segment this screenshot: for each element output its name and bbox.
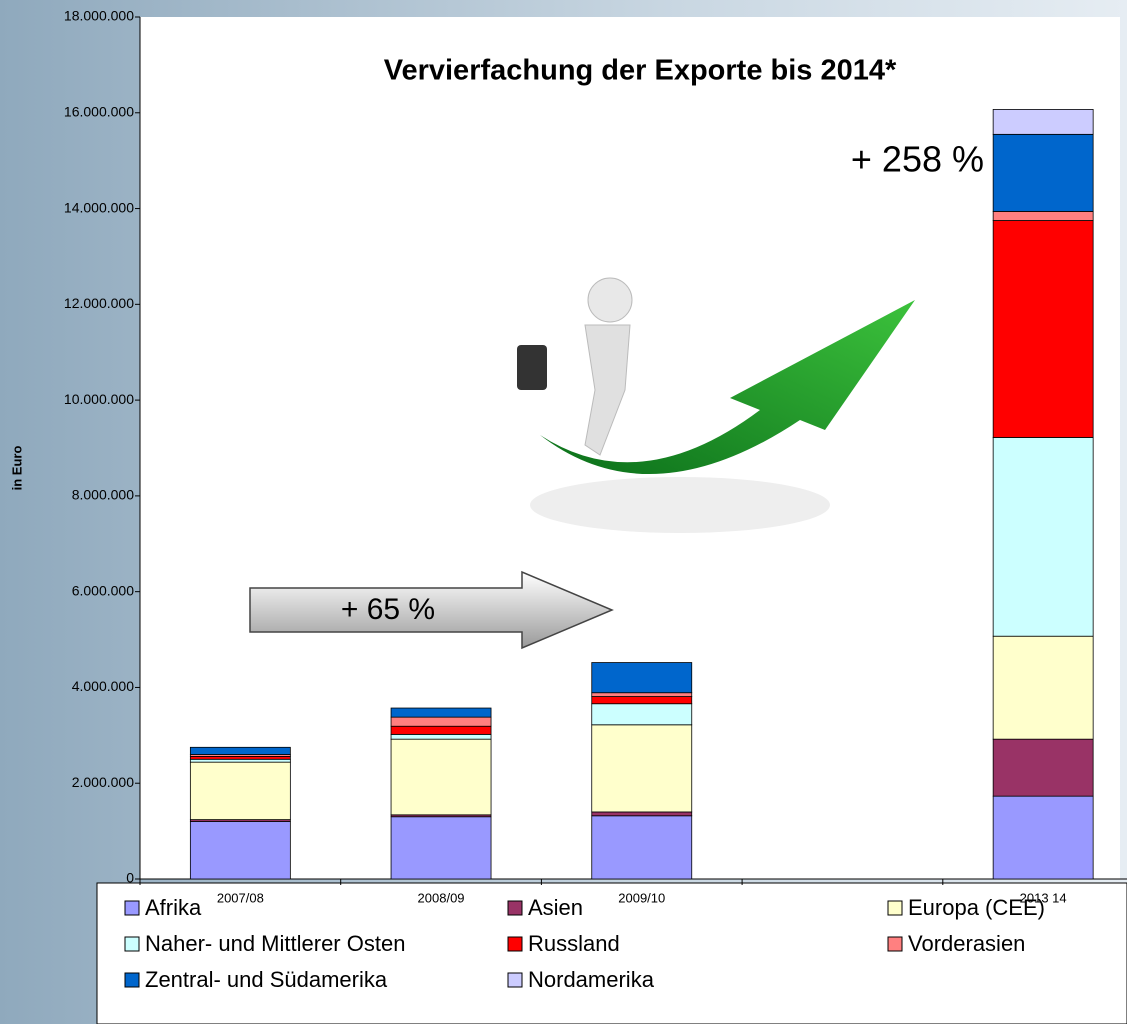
chart-title: Vervierfachung der Exporte bis 2014* bbox=[384, 55, 897, 87]
annotation: + 65 % bbox=[341, 593, 435, 626]
legend-label: Europa (CEE) bbox=[908, 895, 1045, 920]
legend-swatch bbox=[124, 936, 140, 952]
bar-segment bbox=[390, 716, 492, 727]
y-tick-label: 18.000.000 bbox=[64, 8, 134, 24]
legend-label: Afrika bbox=[145, 895, 202, 920]
bar-segment bbox=[189, 821, 291, 880]
y-tick-label: 8.000.000 bbox=[72, 487, 134, 503]
briefcase bbox=[517, 345, 547, 390]
growth-arrow bbox=[249, 570, 614, 650]
y-tick-label: 12.000.000 bbox=[64, 295, 134, 311]
bar-segment bbox=[591, 662, 693, 694]
y-tick-label: 4.000.000 bbox=[72, 678, 134, 694]
bar-segment bbox=[189, 761, 291, 821]
legend-swatch bbox=[507, 900, 523, 916]
bar-segment bbox=[390, 738, 492, 816]
legend-swatch bbox=[507, 972, 523, 988]
bar-segment bbox=[992, 437, 1094, 637]
y-tick-label: 6.000.000 bbox=[72, 582, 134, 598]
y-tick-label: 14.000.000 bbox=[64, 199, 134, 215]
legend-swatch bbox=[887, 936, 903, 952]
bar-segment bbox=[992, 211, 1094, 221]
bar-segment bbox=[992, 133, 1094, 212]
y-tick-label: 2.000.000 bbox=[72, 774, 134, 790]
x-tick-label: 2009/10 bbox=[618, 890, 665, 905]
legend-label: Russland bbox=[528, 931, 620, 956]
bar-segment bbox=[390, 725, 492, 735]
bar-segment bbox=[992, 738, 1094, 797]
legend-swatch bbox=[124, 900, 140, 916]
bar-segment bbox=[992, 795, 1094, 880]
bar-segment bbox=[189, 746, 291, 755]
legend-label: Vorderasien bbox=[908, 931, 1025, 956]
bar-segment bbox=[390, 707, 492, 718]
shadow bbox=[530, 477, 830, 533]
legend-label: Naher- und Mittlerer Osten bbox=[145, 931, 405, 956]
y-tick-label: 10.000.000 bbox=[64, 391, 134, 407]
bar-segment bbox=[189, 758, 291, 763]
bar-segment bbox=[189, 756, 291, 760]
bar-segment bbox=[992, 109, 1094, 135]
bar-segment bbox=[591, 724, 693, 813]
x-tick-label: 2013 14 bbox=[1020, 890, 1067, 905]
bar-segment bbox=[591, 692, 693, 697]
legend-label: Asien bbox=[528, 895, 583, 920]
legend-swatch bbox=[507, 936, 523, 952]
bar-segment bbox=[390, 733, 492, 740]
annotation: + 258 % bbox=[851, 139, 984, 180]
bar-segment bbox=[992, 220, 1094, 438]
x-tick-label: 2008/09 bbox=[418, 890, 465, 905]
legend bbox=[96, 882, 1127, 1024]
bar-segment bbox=[591, 815, 693, 880]
legend-label: Nordamerika bbox=[528, 967, 655, 992]
figure-head bbox=[587, 277, 633, 323]
bar-segment bbox=[591, 696, 693, 705]
y-tick-label: 16.000.000 bbox=[64, 103, 134, 119]
bar-segment bbox=[992, 635, 1094, 740]
legend-swatch bbox=[887, 900, 903, 916]
x-tick-label: 2007/08 bbox=[217, 890, 264, 905]
y-tick-label: 0 bbox=[126, 870, 134, 886]
y-axis-label: in Euro bbox=[9, 446, 24, 491]
legend-swatch bbox=[124, 972, 140, 988]
bar-segment bbox=[390, 816, 492, 880]
green-arrow bbox=[540, 300, 915, 475]
bar-segment bbox=[591, 703, 693, 726]
legend-label: Zentral- und Südamerika bbox=[145, 967, 388, 992]
bar-segment bbox=[591, 811, 693, 817]
figure-body bbox=[584, 324, 631, 456]
